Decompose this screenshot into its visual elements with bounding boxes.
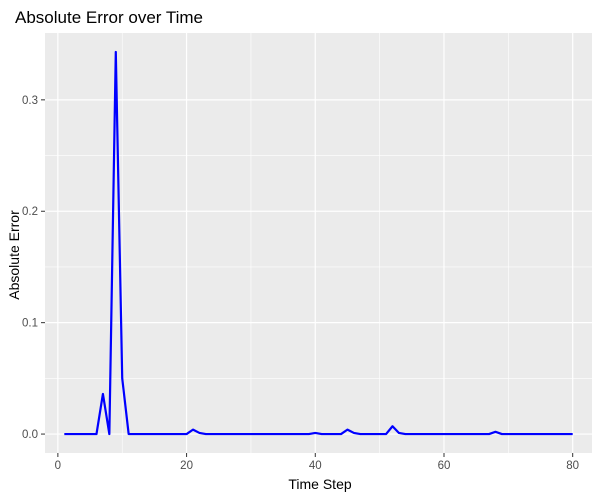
data-series xyxy=(64,50,573,436)
x-tick-label: 40 xyxy=(309,460,322,472)
y-tick-label: 0.1 xyxy=(22,318,38,330)
x-tick-label: 0 xyxy=(55,460,61,472)
x-tick-label: 60 xyxy=(438,460,451,472)
x-axis-title: Time Step xyxy=(288,476,351,492)
y-axis-title: Absolute Error xyxy=(6,210,22,300)
x-tick-label: 80 xyxy=(566,460,579,472)
y-axis-ticks: 0.0 0.1 0.2 0.3 xyxy=(22,95,45,441)
x-tick-label: 20 xyxy=(180,460,193,472)
y-tick-label: 0.0 xyxy=(22,429,38,441)
plot-panel xyxy=(45,33,592,453)
x-axis-ticks: 0 20 40 60 80 xyxy=(55,453,579,472)
grid-minor xyxy=(45,33,592,453)
chart-title: Absolute Error over Time xyxy=(15,8,203,27)
y-tick-label: 0.3 xyxy=(22,95,38,107)
y-tick-label: 0.2 xyxy=(22,206,38,218)
series-line xyxy=(64,50,573,436)
